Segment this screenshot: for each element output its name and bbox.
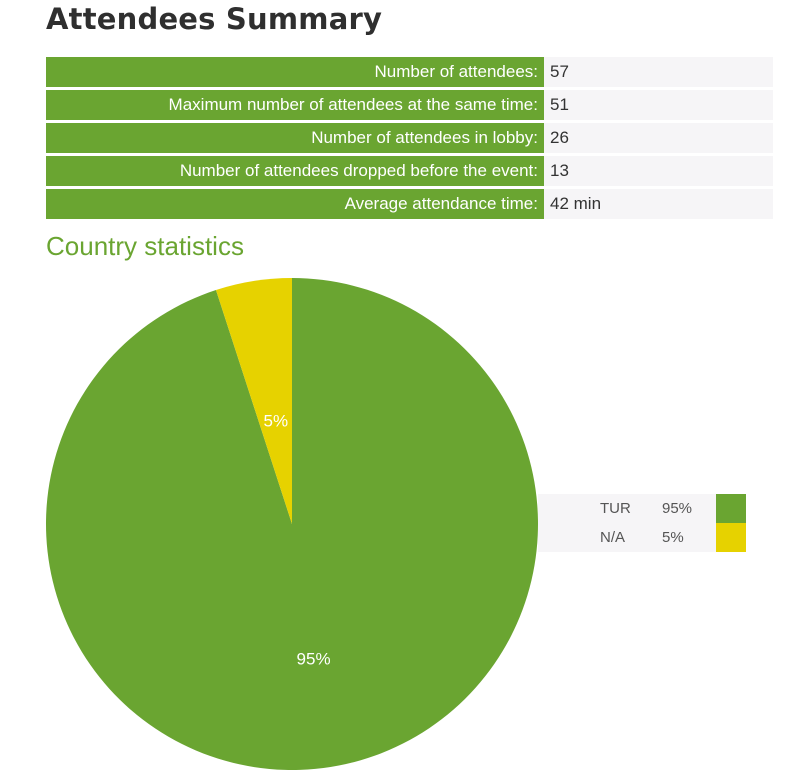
pie-slice-label: 95%: [297, 650, 331, 669]
legend-name: TUR: [538, 494, 662, 523]
summary-value: 42 min: [544, 187, 773, 222]
summary-value: 51: [544, 88, 773, 123]
summary-row: Number of attendees: 57: [46, 57, 773, 90]
legend-percent: 95%: [662, 494, 716, 523]
legend-item: N/A 5%: [538, 523, 746, 552]
country-pie-chart: 95% 5%: [45, 278, 538, 770]
pie-legend: TUR 95% N/A 5%: [538, 494, 746, 552]
summary-value: 13: [544, 154, 773, 189]
summary-row: Maximum number of attendees at the same …: [46, 88, 773, 123]
legend-name: N/A: [538, 523, 662, 552]
legend-percent: 5%: [662, 523, 716, 552]
legend-item: TUR 95%: [538, 494, 746, 523]
country-statistics-title: Country statistics: [46, 231, 244, 261]
attendees-summary-table: Number of attendees: 57 Maximum number o…: [46, 57, 773, 222]
summary-label: Maximum number of attendees at the same …: [46, 88, 544, 123]
summary-label: Number of attendees dropped before the e…: [46, 154, 544, 189]
summary-row: Number of attendees in lobby: 26: [46, 121, 773, 156]
legend-swatch: [716, 523, 746, 552]
pie-slice-na: [215, 278, 292, 524]
pie-slice-label: 5%: [264, 411, 289, 430]
summary-row: Average attendance time: 42 min: [46, 187, 773, 222]
summary-label: Average attendance time:: [46, 187, 544, 222]
summary-label: Number of attendees:: [46, 57, 544, 90]
summary-label: Number of attendees in lobby:: [46, 121, 544, 156]
summary-row: Number of attendees dropped before the e…: [46, 154, 773, 189]
summary-value: 57: [544, 57, 773, 90]
pie-slice-tur: [45, 278, 538, 770]
summary-value: 26: [544, 121, 773, 156]
page-title: Attendees Summary: [46, 2, 383, 36]
legend-swatch: [716, 494, 746, 523]
